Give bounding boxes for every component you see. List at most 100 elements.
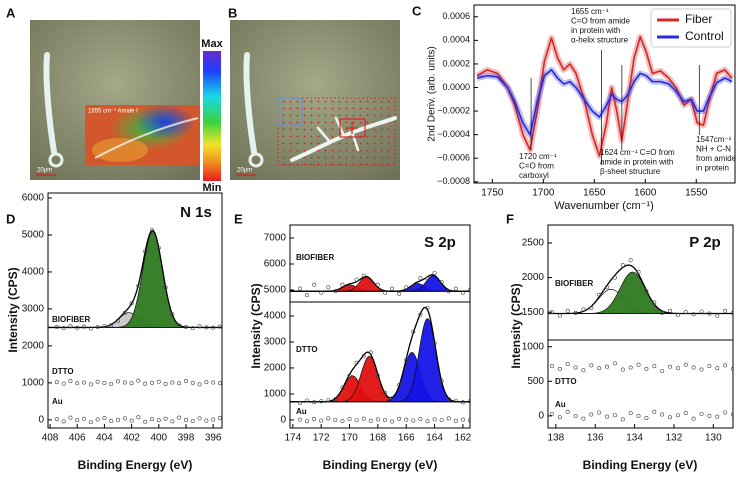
- data-point: [683, 362, 688, 367]
- data-point: [418, 276, 423, 281]
- data-point: [691, 312, 696, 317]
- data-point: [354, 277, 359, 282]
- data-point: [699, 309, 704, 314]
- data-point: [319, 418, 324, 423]
- plot-D: 408 406 404 402 400 398 396 0 1000 2000 3000 4000 50…: [6, 192, 223, 472]
- data-point: [333, 417, 338, 422]
- data-point: [375, 282, 380, 287]
- data-point: [557, 313, 562, 318]
- data-point: [691, 365, 696, 370]
- data-point: [432, 271, 437, 276]
- data-point: [149, 417, 154, 422]
- scale-bar-label: 20μm: [237, 168, 252, 174]
- data-point: [163, 285, 168, 290]
- data-point: [404, 285, 409, 290]
- plot-area: [290, 271, 470, 424]
- data-point: [612, 275, 617, 280]
- data-point: [361, 273, 366, 278]
- fiber: [94, 117, 199, 159]
- data-point: [589, 412, 594, 417]
- data-point: [597, 410, 602, 415]
- annotation-text: NH + C-N: [696, 145, 731, 154]
- data-point: [88, 382, 93, 387]
- fit-envelope: [48, 229, 222, 329]
- data-point: [691, 416, 696, 421]
- data-point: [347, 284, 352, 289]
- crosshair: [346, 122, 358, 134]
- data-point: [354, 418, 359, 423]
- x-tick-label: 174: [284, 433, 301, 444]
- series-label: Au: [555, 400, 566, 409]
- plot-title: N 1s: [180, 204, 212, 221]
- y-tick-label: −0.0004: [437, 129, 470, 139]
- y-tick-label: −0.0002: [437, 105, 470, 115]
- data-point: [129, 418, 134, 423]
- data-point: [143, 381, 148, 386]
- y-tick-label: 0: [280, 415, 286, 426]
- data-point: [95, 379, 100, 384]
- y-tick-label: 4000: [22, 267, 45, 278]
- data-point: [319, 399, 324, 404]
- data-point: [565, 409, 570, 414]
- data-point: [347, 417, 352, 422]
- heatmap-blob: [92, 138, 148, 162]
- fiber-end: [48, 152, 64, 168]
- data-point: [177, 323, 182, 328]
- data-point: [177, 381, 182, 386]
- data-point: [88, 326, 93, 331]
- data-point: [297, 417, 302, 422]
- data-point: [305, 419, 310, 424]
- data-point: [589, 305, 594, 310]
- plot-C: 1750 1700 1650 1600 1550 0.0006 0.0004 0.0002 0.…: [427, 4, 737, 212]
- data-point: [156, 379, 161, 384]
- data-point: [197, 382, 202, 387]
- y-tick-label: 1000: [522, 341, 545, 352]
- plot-frame: [547, 224, 734, 429]
- plot-frame: [289, 224, 471, 429]
- fiber-end: [248, 152, 264, 168]
- data-point: [197, 324, 202, 329]
- data-point: [432, 417, 437, 422]
- y-tick-label: 0: [538, 411, 544, 422]
- x-tick-label: 164: [426, 433, 443, 444]
- data-point: [163, 416, 168, 421]
- data-point: [122, 310, 127, 315]
- x-axis-label: Binding Energy (eV): [323, 458, 438, 472]
- data-point: [411, 329, 416, 334]
- series-label: DTTO: [52, 367, 74, 376]
- data-point: [68, 379, 73, 384]
- x-tick-label: 134: [626, 433, 643, 444]
- scale-bar-label: 20μm: [37, 168, 52, 174]
- data-point: [163, 381, 168, 386]
- data-point: [573, 310, 578, 315]
- data-point: [581, 368, 586, 373]
- y-tick-label: 500: [527, 376, 544, 387]
- y-axis-label: Intensity (CPS): [509, 283, 523, 368]
- data-point: [211, 325, 216, 330]
- data-point: [297, 401, 302, 406]
- data-point: [589, 363, 594, 368]
- data-point: [620, 417, 625, 422]
- plot-area: [475, 33, 735, 159]
- data-point: [340, 385, 345, 390]
- y-tick-label: 1000: [264, 389, 287, 400]
- panel-letter: A: [6, 5, 16, 20]
- data-point: [723, 410, 728, 415]
- data-point: [183, 325, 188, 330]
- data-point: [156, 418, 161, 423]
- annotation-text: from amide: [696, 154, 737, 163]
- data-point: [217, 381, 222, 386]
- plot-area: [548, 258, 733, 422]
- annotation-text: 1624 cm⁻¹ C=O from: [600, 148, 675, 157]
- data-point: [340, 418, 345, 423]
- x-tick-label: 396: [205, 433, 222, 444]
- data-point: [439, 378, 444, 383]
- data-point: [156, 245, 161, 250]
- data-point: [54, 325, 59, 330]
- data-point: [190, 380, 195, 385]
- data-point: [397, 416, 402, 421]
- colorbar-min: Min: [203, 182, 222, 194]
- data-point: [581, 307, 586, 312]
- data-point: [109, 323, 114, 328]
- x-tick-label: 132: [666, 433, 683, 444]
